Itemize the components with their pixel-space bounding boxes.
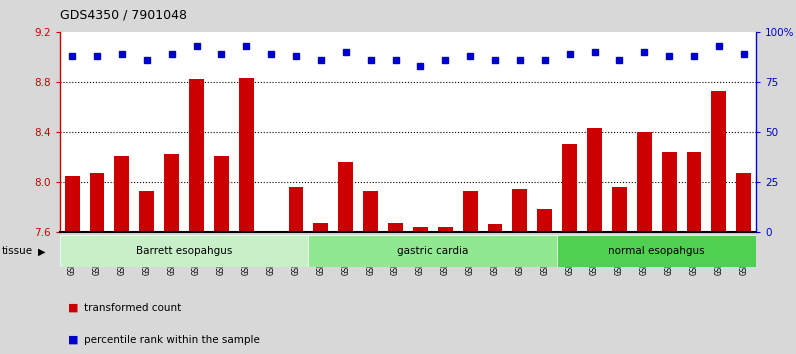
Bar — [587, 128, 602, 232]
Bar — [413, 227, 427, 232]
Bar — [308, 235, 557, 267]
Bar — [438, 227, 453, 232]
Bar — [462, 190, 478, 232]
Bar — [736, 173, 751, 232]
Bar — [557, 235, 756, 267]
Text: ▶: ▶ — [38, 246, 45, 256]
Bar — [363, 190, 378, 232]
Bar — [89, 173, 104, 232]
Text: Barrett esopahgus: Barrett esopahgus — [136, 246, 232, 256]
Text: normal esopahgus: normal esopahgus — [608, 246, 705, 256]
Bar — [712, 91, 726, 232]
Bar — [214, 156, 228, 232]
Text: percentile rank within the sample: percentile rank within the sample — [84, 335, 259, 345]
Bar — [537, 209, 552, 232]
Bar — [686, 152, 701, 232]
Bar — [189, 79, 204, 232]
Bar — [338, 162, 353, 232]
Bar — [661, 152, 677, 232]
Bar — [513, 189, 527, 232]
Bar — [388, 223, 403, 232]
Bar — [314, 223, 328, 232]
Bar — [239, 78, 254, 232]
Bar — [164, 154, 179, 232]
Text: GDS4350 / 7901048: GDS4350 / 7901048 — [60, 9, 187, 22]
Bar — [60, 235, 308, 267]
Bar — [612, 187, 626, 232]
Text: gastric cardia: gastric cardia — [397, 246, 469, 256]
Bar — [487, 224, 502, 232]
Bar — [64, 176, 80, 232]
Text: ■: ■ — [68, 303, 78, 313]
Bar — [139, 190, 154, 232]
Text: transformed count: transformed count — [84, 303, 181, 313]
Bar — [637, 132, 652, 232]
Text: ■: ■ — [68, 335, 78, 345]
Bar — [288, 187, 303, 232]
Bar — [562, 144, 577, 232]
Text: tissue: tissue — [2, 246, 33, 256]
Bar — [115, 156, 129, 232]
